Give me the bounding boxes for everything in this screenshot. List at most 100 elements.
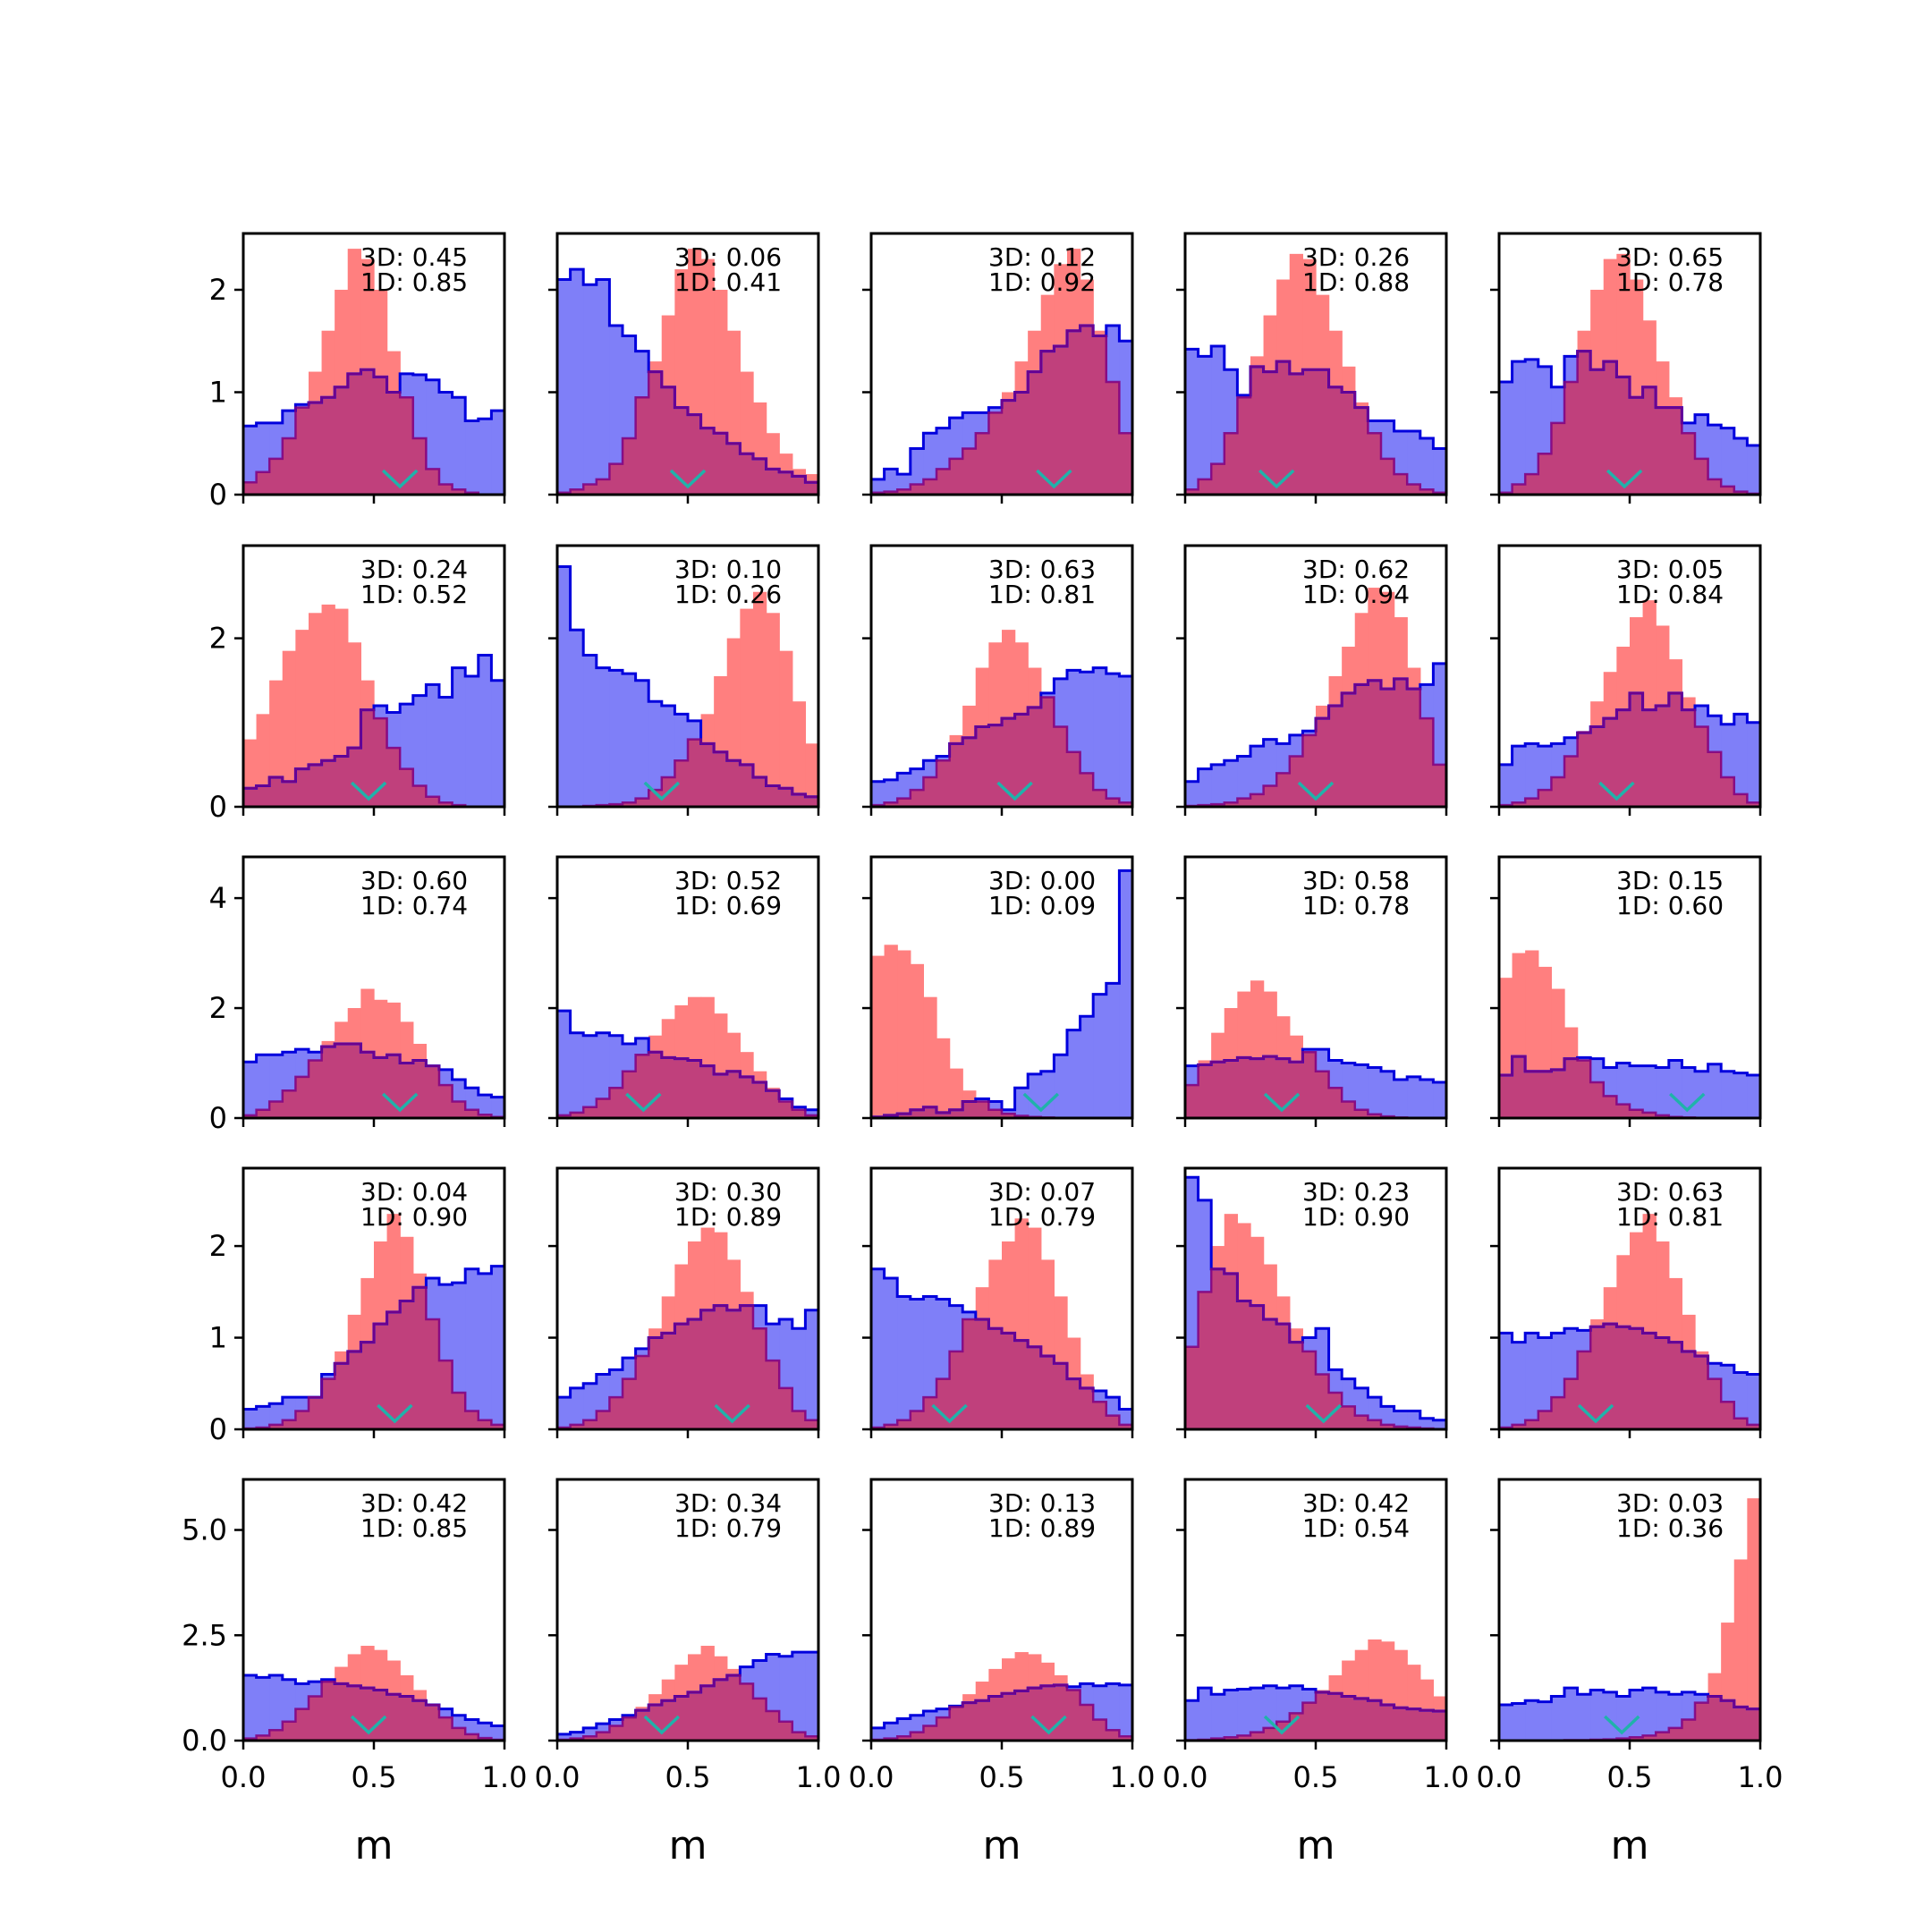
overlap-bar [1211, 1062, 1225, 1118]
blue-bar [1512, 1703, 1526, 1741]
red-excess-bar [1354, 402, 1368, 408]
red-excess-bar [412, 1044, 427, 1061]
overlap-bar [1106, 798, 1120, 807]
overlap-bar [648, 1337, 663, 1429]
overlap-bar [988, 1328, 1003, 1429]
overlap-bar [1002, 400, 1016, 495]
overlap-bar [335, 1363, 349, 1429]
overlap-bar [1512, 1424, 1526, 1429]
red-excess-bar [753, 591, 767, 778]
y-tick-label: 2 [209, 1229, 227, 1263]
overlap-bar [1551, 777, 1565, 807]
blue-bar [557, 1733, 572, 1741]
blue-bar [1198, 1688, 1212, 1741]
overlap-bar [1054, 345, 1068, 495]
red-excess-bar [1603, 672, 1617, 719]
blue-bar [1224, 1690, 1238, 1741]
overlap-bar [309, 1060, 323, 1118]
estimate-marker [669, 469, 707, 489]
overlap-bar [1682, 1719, 1696, 1741]
overlap-bar [674, 1058, 689, 1118]
overlap-bar [740, 1076, 754, 1118]
red-excess-bar [753, 1071, 767, 1083]
red-excess-bar [1656, 625, 1670, 706]
overlap-bar [1302, 1702, 1317, 1741]
blue-bar [1668, 1060, 1682, 1118]
estimate-marker [1258, 469, 1295, 489]
overlap-bar [465, 1411, 479, 1429]
overlap-bar [478, 1419, 492, 1429]
overlap-bar [1512, 1056, 1526, 1118]
overlap-bar [1316, 1071, 1330, 1118]
stat-3d-label: 3D: 0.00 [988, 866, 1096, 895]
stat-3d-label: 3D: 0.07 [988, 1177, 1096, 1207]
overlap-bar [386, 1311, 401, 1429]
red-excess-bar [1054, 264, 1068, 346]
overlap-bar [1067, 330, 1081, 495]
panel-plot-area [557, 1646, 818, 1741]
overlap-bar [1014, 1690, 1029, 1741]
blue-bar [1630, 1065, 1644, 1118]
estimate-marker [1036, 469, 1072, 489]
overlap-bar [1368, 1419, 1382, 1429]
overlap-bar [910, 1732, 924, 1741]
overlap-bar [792, 1411, 806, 1429]
overlap-bar [1224, 1060, 1238, 1118]
red-excess-bar [321, 330, 335, 398]
red-excess-bar [1302, 258, 1317, 370]
overlap-bar [465, 1733, 479, 1741]
blue-bar [1014, 1088, 1029, 1118]
blue-bar [910, 1299, 924, 1429]
overlap-bar [635, 1055, 649, 1118]
blue-bar [1433, 448, 1446, 495]
overlap-bar [779, 1387, 793, 1429]
red-excess-bar [1080, 1374, 1094, 1388]
overlap-bar [1080, 1387, 1094, 1429]
stat-3d-label: 3D: 0.45 [360, 242, 468, 272]
overlap-bar [583, 1736, 597, 1741]
red-excess-bar [714, 289, 728, 434]
red-excess-bar [779, 650, 793, 789]
overlap-bar [962, 448, 977, 495]
overlap-bar [386, 748, 401, 807]
overlap-bar [335, 1044, 349, 1118]
stat-3d-label: 3D: 0.34 [674, 1488, 782, 1518]
overlap-bar [1564, 1378, 1579, 1429]
blue-bar [1394, 1079, 1408, 1118]
overlap-bar [1002, 718, 1016, 807]
overlap-bar [623, 1378, 637, 1429]
overlap-bar [910, 1411, 924, 1429]
red-excess-bar [949, 1068, 963, 1110]
overlap-bar [269, 1424, 284, 1429]
red-excess-bar [374, 999, 388, 1058]
overlap-bar [1354, 1698, 1368, 1741]
overlap-bar [1538, 1071, 1552, 1118]
overlap-bar [1668, 1727, 1682, 1741]
red-excess-bar [1002, 1241, 1016, 1334]
overlap-bar [740, 453, 754, 495]
red-excess-bar [1616, 1255, 1631, 1327]
blue-bar [243, 1409, 258, 1429]
estimate-marker [1022, 1092, 1060, 1113]
overlap-bar [491, 1424, 504, 1429]
overlap-bar [1289, 756, 1303, 807]
overlap-bar [1603, 1096, 1617, 1118]
red-excess-bar [400, 1675, 414, 1697]
overlap-bar [439, 1360, 453, 1429]
overlap-bar [583, 484, 597, 495]
overlap-bar [269, 458, 284, 495]
red-excess-bar [1682, 697, 1696, 710]
overlap-bar [726, 1071, 741, 1118]
overlap-bar [412, 785, 427, 807]
overlap-bar [1499, 1075, 1513, 1118]
red-excess-bar [975, 667, 989, 727]
blue-bar [871, 479, 886, 495]
stat-1d-label: 1D: 0.92 [988, 267, 1096, 297]
stat-3d-label: 3D: 0.24 [360, 555, 468, 584]
overlap-step-outline [243, 1680, 504, 1741]
red-excess-bar [1028, 330, 1042, 372]
blue-bar [1525, 743, 1539, 807]
